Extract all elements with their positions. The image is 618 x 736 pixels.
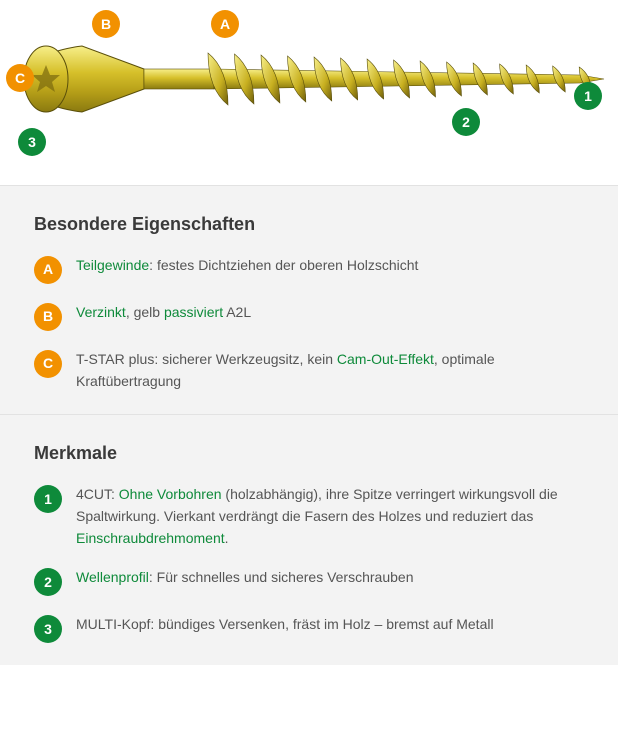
hero-marker-2: 2: [452, 108, 480, 136]
text-fragment: 4CUT:: [76, 486, 119, 502]
feature-badge-1: 1: [34, 485, 62, 513]
feature-row: 1 4CUT: Ohne Vorbohren (holzabhängig), ih…: [34, 484, 584, 549]
keyword: Cam-Out-Effekt: [337, 351, 434, 367]
feature-row: C T-STAR plus: sicherer Werkzeugsitz, kei…: [34, 349, 584, 392]
feature-text: MULTI-Kopf: bündiges Versenken, fräst im…: [76, 614, 584, 636]
hero-marker-A: A: [211, 10, 239, 38]
keyword: Wellenprofil: [76, 569, 149, 585]
feature-badge-A: A: [34, 256, 62, 284]
keyword: Einschraubdrehmoment: [76, 530, 225, 546]
screw-illustration: [24, 40, 606, 118]
feature-badge-3: 3: [34, 615, 62, 643]
text-fragment: : festes Dichtziehen der oberen Holzschi…: [149, 257, 418, 273]
feature-badge-C: C: [34, 350, 62, 378]
feature-text: Wellenprofil: Für schnelles und sicheres…: [76, 567, 584, 589]
section-title-merkmale: Merkmale: [34, 443, 584, 464]
text-fragment: : Für schnelles und sicheres Verschraube…: [149, 569, 414, 585]
section-eigenschaften: Besondere Eigenschaften A Teilgewinde: fe…: [0, 186, 618, 415]
text-fragment: , gelb: [126, 304, 164, 320]
text-fragment: T-STAR plus: sicherer Werkzeugsitz, kein: [76, 351, 337, 367]
hero-marker-C: C: [6, 64, 34, 92]
section-title-eigenschaften: Besondere Eigenschaften: [34, 214, 584, 235]
feature-text: Verzinkt, gelb passiviert A2L: [76, 302, 584, 324]
feature-badge-B: B: [34, 303, 62, 331]
feature-text: 4CUT: Ohne Vorbohren (holzabhängig), ihr…: [76, 484, 584, 549]
feature-row: A Teilgewinde: festes Dichtziehen der obe…: [34, 255, 584, 284]
hero-marker-B: B: [92, 10, 120, 38]
feature-row: 3 MULTI-Kopf: bündiges Versenken, fräst i…: [34, 614, 584, 643]
text-fragment: MULTI-Kopf: bündiges Versenken, fräst im…: [76, 616, 494, 632]
keyword: Teilgewinde: [76, 257, 149, 273]
feature-badge-2: 2: [34, 568, 62, 596]
feature-text: T-STAR plus: sicherer Werkzeugsitz, kein…: [76, 349, 584, 392]
hero-diagram: A B C 1 2 3: [0, 0, 618, 185]
keyword: passiviert: [164, 304, 223, 320]
hero-marker-3: 3: [18, 128, 46, 156]
hero-marker-1: 1: [574, 82, 602, 110]
keyword: Ohne Vorbohren: [119, 486, 222, 502]
feature-text: Teilgewinde: festes Dichtziehen der ober…: [76, 255, 584, 277]
section-merkmale: Merkmale 1 4CUT: Ohne Vorbohren (holzabhä…: [0, 415, 618, 665]
feature-row: 2 Wellenprofil: Für schnelles und sichere…: [34, 567, 584, 596]
text-fragment: .: [225, 530, 229, 546]
text-fragment: A2L: [223, 304, 251, 320]
keyword: Verzinkt: [76, 304, 126, 320]
feature-row: B Verzinkt, gelb passiviert A2L: [34, 302, 584, 331]
